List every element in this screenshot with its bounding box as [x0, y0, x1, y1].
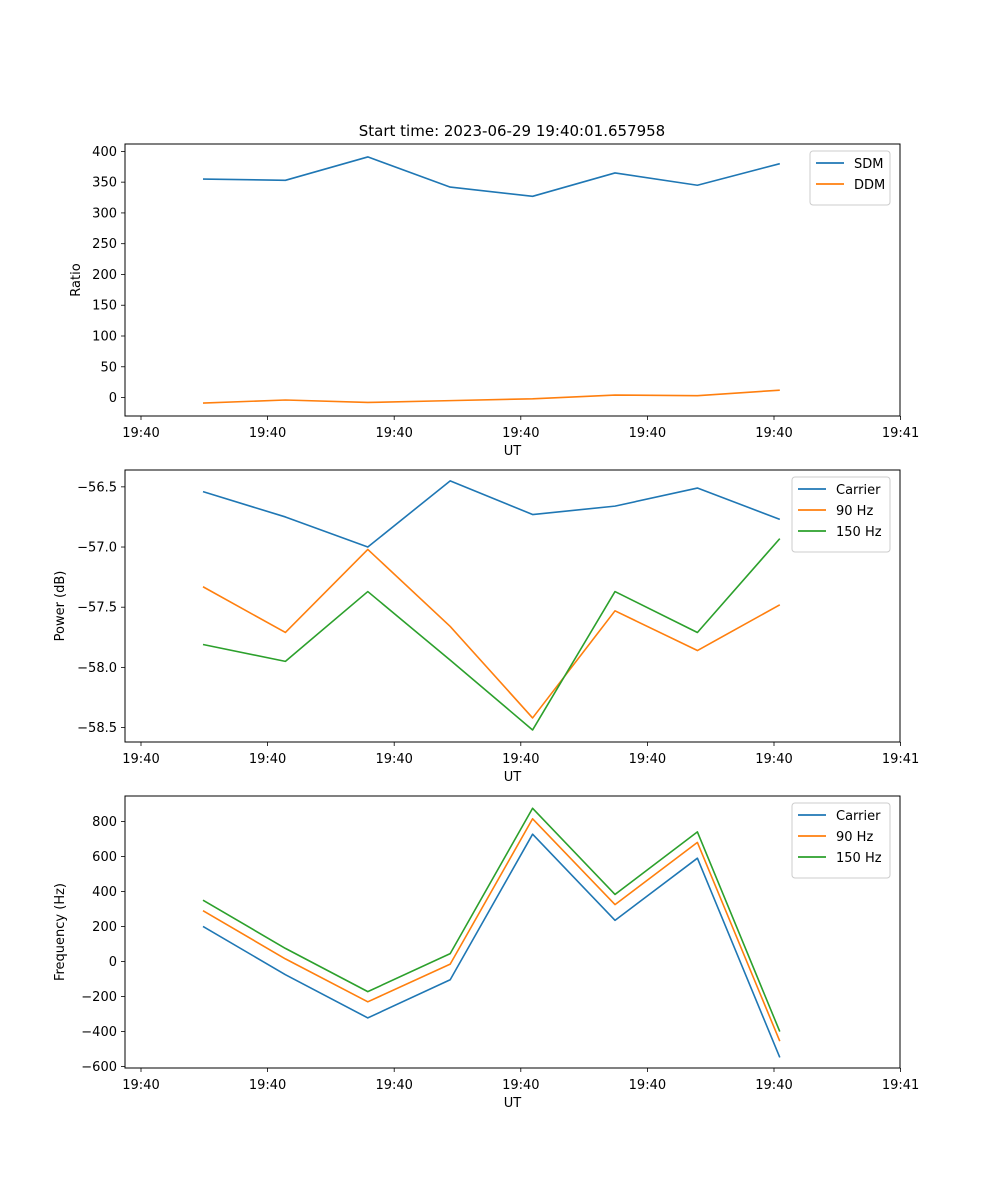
y-tick-label: −57.0: [77, 541, 117, 556]
y-axis-label: Power (dB): [53, 571, 68, 642]
x-tick-label: 19:40: [502, 426, 539, 441]
x-tick-label: 19:40: [122, 1078, 159, 1093]
x-tick-label: 19:40: [502, 752, 539, 767]
y-tick-label: −58.0: [77, 661, 117, 676]
chart-panel-3: 19:40 19:40 19:40 19:40 19:40 19:40 19:41 −600 −…: [53, 795, 919, 1111]
legend-3: Carrier 90 Hz 150 Hz: [791, 802, 891, 879]
axes-frame-2: [124, 469, 901, 743]
y-tick-label: 250: [92, 237, 117, 252]
x-tick-label: 19:40: [629, 752, 666, 767]
chart-panel-2: 19:40 19:40 19:40 19:40 19:40 19:40 19:41 −58.5…: [53, 469, 919, 785]
series-line-3-1: [202, 833, 781, 1058]
y-tick-label: 0: [109, 391, 117, 406]
series-line-1-2: [202, 389, 780, 404]
legend-box: [791, 802, 891, 879]
x-tick-label: 19:40: [629, 1078, 666, 1093]
x-axis-label: UT: [504, 1096, 522, 1111]
y-tick-label: 200: [92, 268, 117, 283]
legend-1: SDM DDM: [809, 150, 891, 206]
legend-label: DDM: [854, 178, 885, 193]
x-tick-label: 19:40: [249, 426, 286, 441]
x-tick-label: 19:40: [122, 752, 159, 767]
y-tick-label: 0: [109, 955, 117, 970]
x-tick-label: 19:40: [755, 752, 792, 767]
series-line-2-3: [202, 538, 781, 731]
x-tick-label: 19:40: [755, 1078, 792, 1093]
y-tick-label: 400: [92, 885, 117, 900]
legend-label: 150 Hz: [836, 525, 882, 540]
x-axis-label: UT: [504, 770, 522, 785]
x-tick-label: 19:41: [882, 426, 919, 441]
series-line-1-1: [202, 156, 781, 198]
x-tick-label: 19:40: [755, 426, 792, 441]
y-tick-label: −200: [81, 990, 117, 1005]
x-tick-label: 19:40: [629, 426, 666, 441]
y-tick-label: −58.5: [77, 721, 117, 736]
legend-label: 90 Hz: [836, 504, 873, 519]
figure-title: Start time: 2023-06-29 19:40:01.657958: [359, 122, 665, 140]
legend-label: 90 Hz: [836, 830, 873, 845]
series-line-2-1: [202, 480, 781, 548]
series-line-2-2: [202, 548, 781, 719]
x-tick-label: 19:40: [375, 1078, 412, 1093]
x-tick-label: 19:40: [375, 752, 412, 767]
y-tick-label: 600: [92, 850, 117, 865]
x-tick-label: 19:40: [375, 426, 412, 441]
x-tick-label: 19:40: [249, 752, 286, 767]
legend-box: [791, 476, 891, 553]
y-tick-label: −57.5: [77, 601, 117, 616]
legend-label: Carrier: [836, 809, 881, 824]
axes-frame-1: [124, 143, 901, 417]
axes-frame-3: [124, 795, 901, 1069]
y-tick-label: 400: [92, 145, 117, 160]
chart-panel-1: 19:40 19:40 19:40 19:40 19:40 19:40 19:41 0 50 10…: [69, 143, 919, 459]
y-tick-label: −56.5: [77, 480, 117, 495]
y-tick-label: 800: [92, 815, 117, 830]
legend-label: SDM: [854, 157, 883, 172]
x-tick-label: 19:40: [249, 1078, 286, 1093]
y-tick-label: 300: [92, 206, 117, 221]
y-axis-label: Frequency (Hz): [53, 883, 68, 981]
legend-2: Carrier 90 Hz 150 Hz: [791, 476, 891, 553]
legend-box: [809, 150, 891, 206]
legend-label: 150 Hz: [836, 851, 882, 866]
y-tick-label: −600: [81, 1060, 117, 1075]
x-tick-label: 19:40: [122, 426, 159, 441]
y-axis-label: Ratio: [69, 263, 84, 296]
x-axis-label: UT: [504, 444, 522, 459]
y-tick-label: 50: [100, 360, 117, 375]
x-tick-label: 19:41: [882, 752, 919, 767]
y-tick-label: 100: [92, 330, 117, 345]
series-line-3-2: [202, 817, 781, 1042]
y-tick-label: 200: [92, 920, 117, 935]
y-tick-label: −400: [81, 1025, 117, 1040]
x-tick-label: 19:40: [502, 1078, 539, 1093]
x-tick-label: 19:41: [882, 1078, 919, 1093]
legend-label: Carrier: [836, 483, 881, 498]
y-tick-label: 350: [92, 176, 117, 191]
series-line-3-3: [202, 807, 781, 1032]
y-tick-label: 150: [92, 299, 117, 314]
